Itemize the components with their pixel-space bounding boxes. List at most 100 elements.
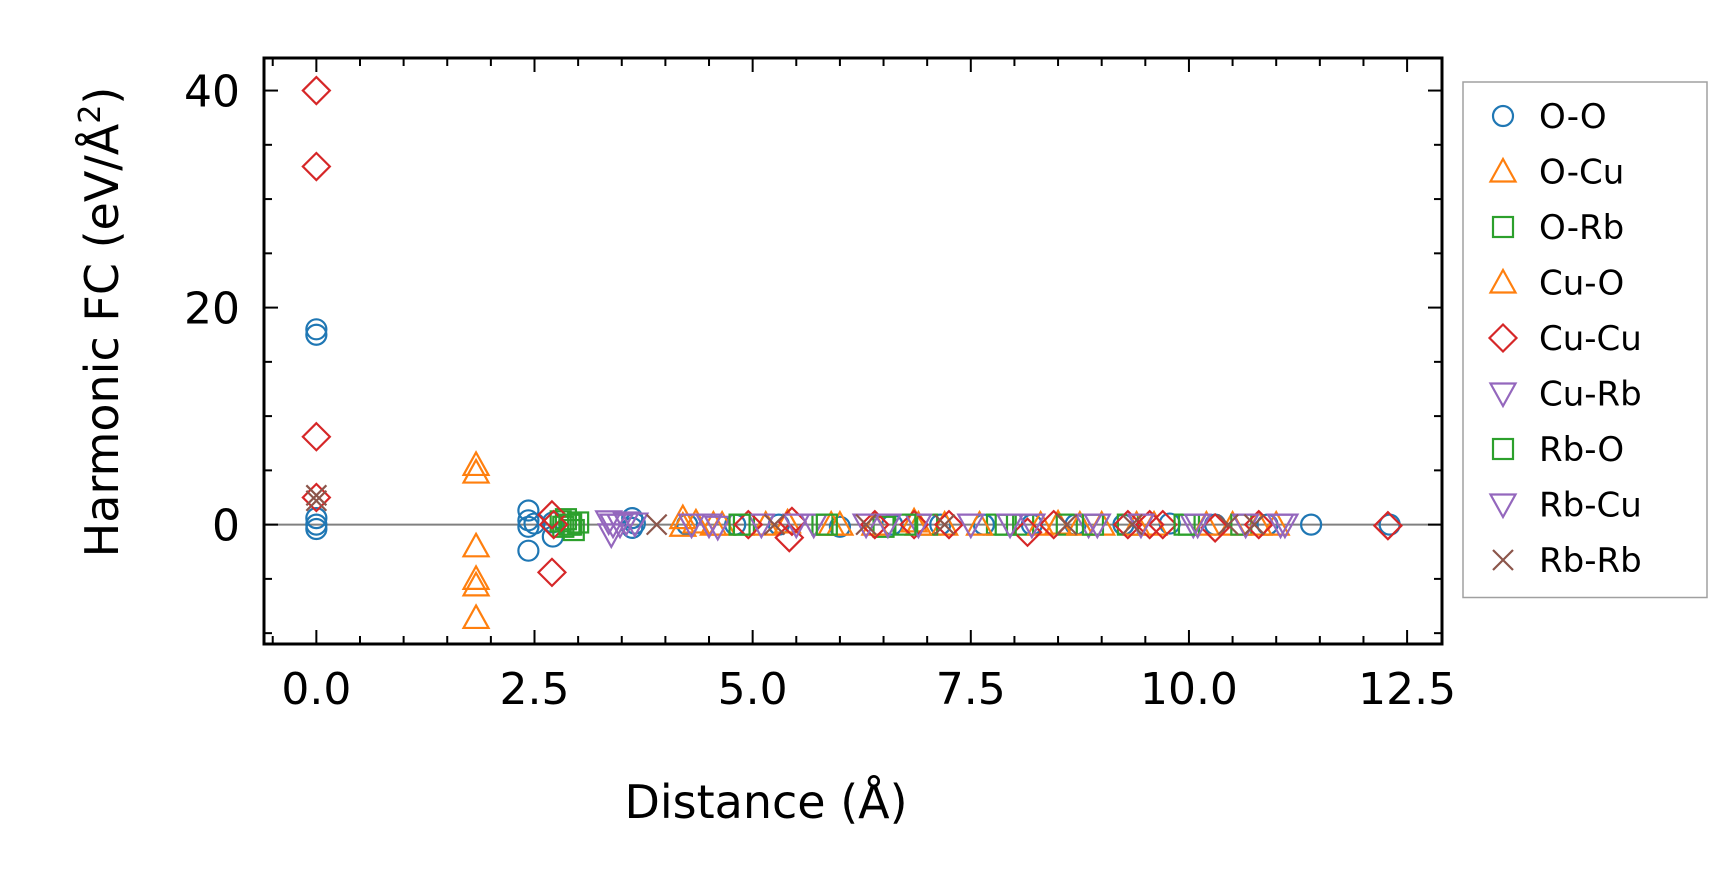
data-point (301, 421, 332, 452)
legend-marker (1488, 156, 1518, 183)
data-point (873, 513, 903, 540)
legend-marker (1487, 322, 1519, 354)
series-rb-cu (598, 513, 1295, 540)
legend-label: Rb-Rb (1539, 541, 1642, 581)
data-point (562, 518, 585, 542)
data-point (956, 513, 986, 540)
data-point (517, 539, 540, 562)
data-point (536, 499, 568, 530)
data-point (1017, 513, 1047, 540)
legend-label: Cu-O (1539, 264, 1624, 304)
y-axis-label-superscript: 2 (73, 105, 108, 124)
data-point (536, 557, 568, 588)
data-point (538, 509, 569, 540)
data-point (1082, 513, 1112, 540)
data-point (799, 513, 829, 540)
data-point (305, 318, 328, 341)
legend-marker (1488, 267, 1518, 294)
data-point (1243, 513, 1266, 536)
legend-marker (1492, 549, 1514, 571)
plot-frame (262, 56, 1444, 646)
x-tick-label: 2.5 (500, 664, 570, 715)
y-axis-label: Harmonic FC (eV/Å2) (73, 87, 129, 558)
legend-box (1462, 81, 1708, 599)
data-point (965, 509, 994, 536)
data-point (305, 507, 328, 530)
data-point (305, 484, 328, 507)
data-point (677, 513, 706, 540)
data-point (699, 509, 728, 536)
data-point (558, 513, 581, 536)
data-point (694, 513, 724, 540)
data-point (933, 513, 956, 536)
data-point (461, 603, 491, 630)
y-axis-label-close: ) (75, 87, 129, 105)
data-point (859, 509, 890, 540)
data-point (1266, 513, 1295, 540)
data-point (594, 510, 624, 537)
data-point (1056, 513, 1078, 536)
data-point (1134, 509, 1165, 540)
data-point (461, 450, 491, 477)
data-point (1217, 513, 1239, 536)
y-tick-label: 20 (184, 284, 240, 335)
data-point (301, 75, 332, 106)
data-point (1147, 509, 1178, 540)
x-tick-label: 12.5 (1358, 664, 1456, 715)
data-point (681, 507, 711, 534)
series-rb-rb (305, 484, 1266, 536)
legend-label: Cu-Cu (1539, 319, 1642, 359)
data-point (598, 513, 628, 540)
legend-marker (1488, 382, 1518, 409)
x-axis-label: Distance (Å) (624, 775, 907, 829)
data-point (703, 515, 733, 542)
data-point (523, 512, 546, 535)
y-tick-label: 0 (212, 501, 240, 552)
legend-label: O-Rb (1539, 208, 1624, 248)
data-point (815, 513, 838, 536)
data-point (763, 513, 786, 536)
legend-marker (1491, 215, 1515, 239)
data-point (461, 457, 491, 484)
data-point (301, 151, 332, 182)
data-point (904, 513, 933, 540)
x-tick-label: 5.0 (718, 664, 788, 715)
data-point (305, 489, 328, 512)
data-point (620, 512, 650, 539)
data-point (899, 509, 930, 540)
data-point (461, 564, 491, 590)
legend-label: O-O (1539, 97, 1607, 137)
data-point (645, 513, 668, 536)
data-point (668, 503, 698, 530)
data-point (851, 513, 881, 540)
data-point (733, 509, 764, 540)
y-axis-label-main: Harmonic FC (eV/Å (75, 123, 129, 557)
data-point (461, 570, 491, 597)
data-point (773, 507, 802, 534)
data-point (1183, 513, 1213, 540)
legend-label: O-Cu (1539, 153, 1624, 193)
data-point (461, 531, 491, 558)
data-point (1065, 509, 1095, 536)
data-point (1300, 513, 1323, 536)
data-point (828, 515, 852, 538)
data-point (747, 513, 776, 540)
data-point (781, 513, 811, 540)
legend-label: Rb-O (1539, 430, 1624, 470)
legend-label: Cu-Rb (1539, 375, 1642, 415)
data-point (567, 511, 590, 534)
legend-label: Rb-Cu (1539, 486, 1642, 526)
x-tick-label: 10.0 (1140, 664, 1238, 715)
data-point (1372, 510, 1403, 541)
data-point (517, 499, 540, 522)
legend-marker (1491, 437, 1515, 461)
data-point (305, 323, 328, 346)
legend: O-O O-Cu O-Rb Cu-O Cu-Cu Cu-Rb Rb-O Rb-Cu Rb-Rb (1462, 81, 1708, 599)
data-point (995, 513, 1025, 540)
legend-marker (1491, 104, 1515, 128)
data-point (596, 523, 626, 550)
data-point (1121, 513, 1144, 536)
data-point (728, 513, 751, 536)
